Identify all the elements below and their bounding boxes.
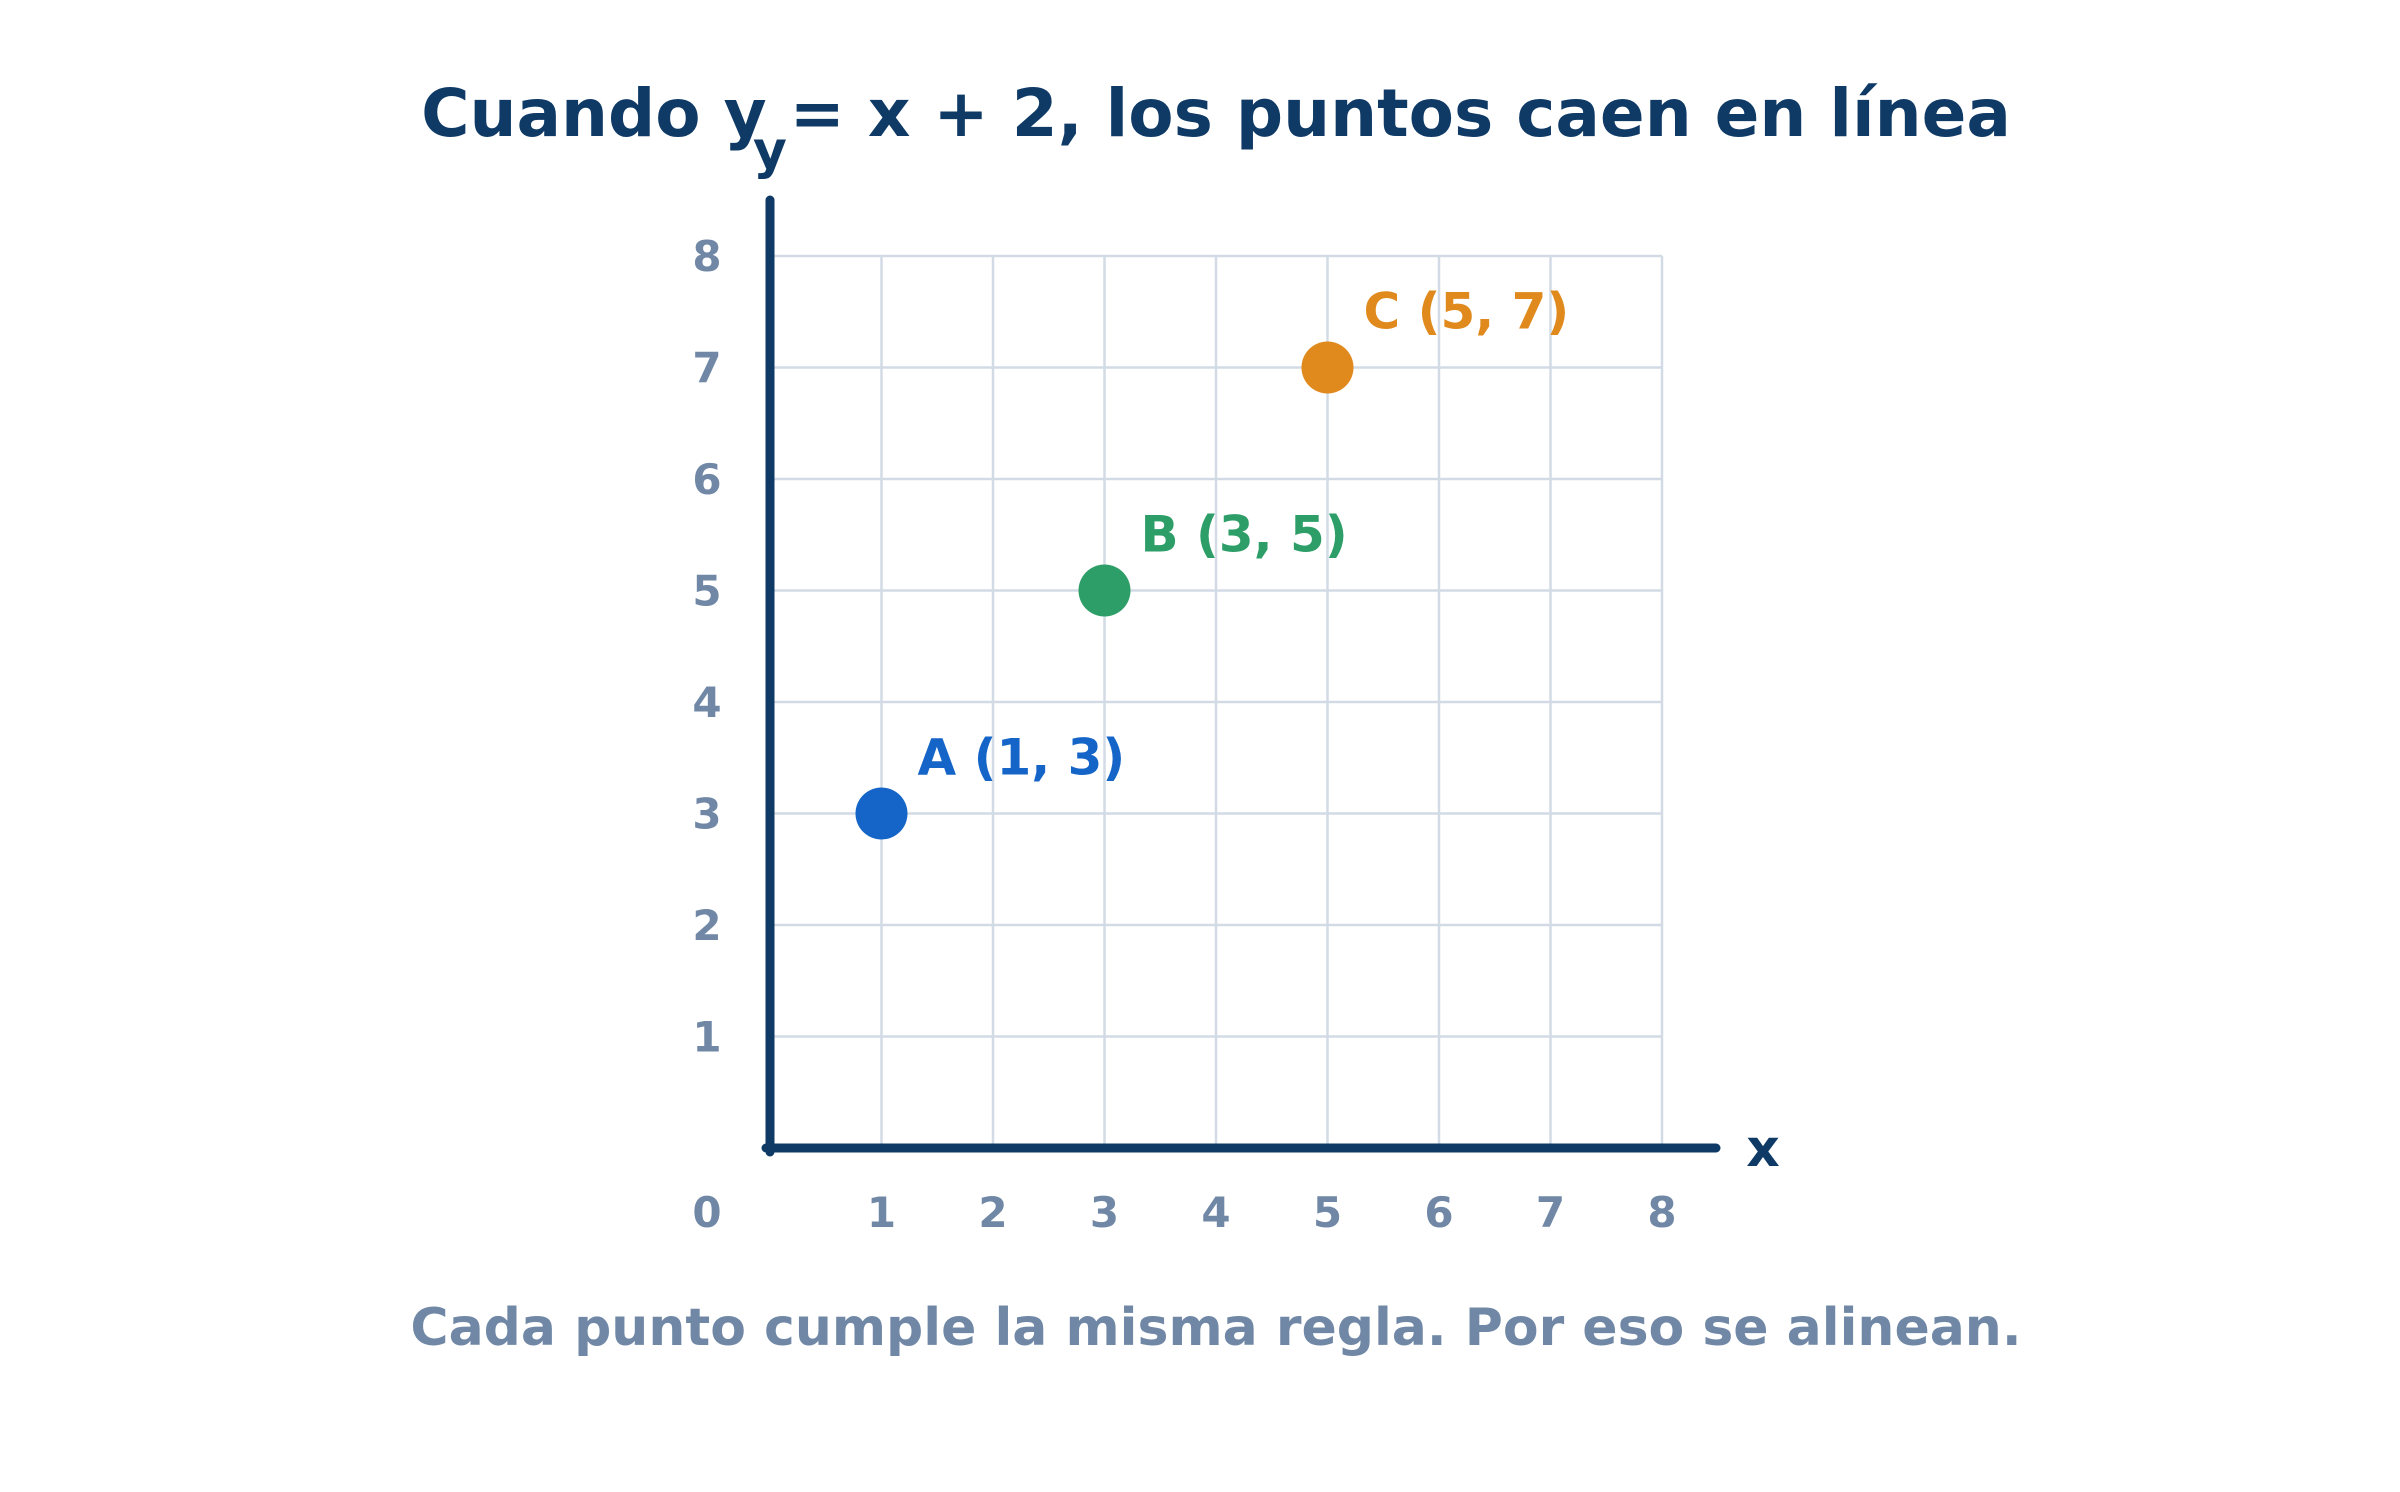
- x-tick-label: 4: [1201, 1188, 1230, 1237]
- origin-label: 0: [692, 1188, 721, 1237]
- x-tick-label: 7: [1536, 1188, 1565, 1237]
- point-marker: [855, 787, 908, 840]
- y-tick-label: 4: [692, 678, 721, 727]
- y-tick-label: 7: [692, 344, 721, 393]
- grid: [770, 254, 1664, 1148]
- x-tick-label: 6: [1424, 1188, 1453, 1237]
- x-tick-label: 1: [867, 1188, 896, 1237]
- axes: yx: [753, 121, 1780, 1179]
- data-point: C (5, 7): [1301, 283, 1570, 394]
- y-tick-label: 1: [692, 1013, 721, 1062]
- point-marker: [1078, 564, 1131, 617]
- x-tick-label: 3: [1090, 1188, 1119, 1237]
- point-label: C (5, 7): [1364, 283, 1570, 341]
- chart-caption: Cada punto cumple la misma regla. Por es…: [410, 1298, 2021, 1358]
- point-label: A (1, 3): [918, 729, 1126, 787]
- y-tick-label: 5: [692, 567, 721, 616]
- point-marker: [1301, 341, 1354, 394]
- y-tick-label: 6: [692, 455, 721, 504]
- data-point: A (1, 3): [855, 729, 1126, 840]
- point-label: B (3, 5): [1141, 506, 1348, 564]
- y-tick-label: 8: [692, 232, 721, 281]
- y-tick-label: 3: [692, 790, 721, 839]
- x-tick-label: 2: [978, 1188, 1007, 1237]
- chart-title: Cuando y = x + 2, los puntos caen en lín…: [421, 75, 2011, 152]
- y-axis-label: y: [753, 121, 787, 181]
- y-tick-label: 2: [692, 901, 721, 950]
- x-tick-label: 5: [1313, 1188, 1342, 1237]
- x-tick-label: 8: [1647, 1188, 1676, 1237]
- data-points: A (1, 3) B (3, 5) C (5, 7): [855, 283, 1570, 840]
- tick-labels: 1 2 3 4 5 6 7 8 1 2 3 4 5 6 7 8 0: [692, 232, 1676, 1237]
- x-axis-label: x: [1746, 1119, 1780, 1179]
- data-point: B (3, 5): [1078, 506, 1348, 617]
